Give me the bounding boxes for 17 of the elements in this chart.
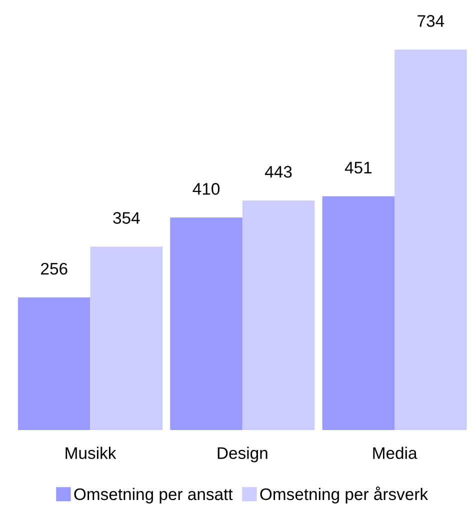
x-tick-label: Media (373, 446, 418, 459)
data-label: 354 (113, 212, 140, 224)
bar (90, 246, 163, 430)
legend-label: Omsetning per årsverk (260, 486, 428, 504)
data-label: 443 (265, 166, 292, 178)
data-label: 256 (41, 262, 68, 275)
x-tick-label: Design (218, 446, 268, 462)
bar (242, 200, 315, 430)
bar (18, 297, 90, 430)
bar (170, 218, 242, 430)
data-label: 451 (344, 162, 372, 174)
legend-label: Omsetning per ansatt (74, 488, 233, 504)
data-label: 410 (192, 183, 220, 195)
bar (394, 50, 467, 430)
data-label: 734 (418, 15, 444, 27)
x-tick-label: Musikk (66, 446, 116, 459)
bar (322, 196, 395, 430)
